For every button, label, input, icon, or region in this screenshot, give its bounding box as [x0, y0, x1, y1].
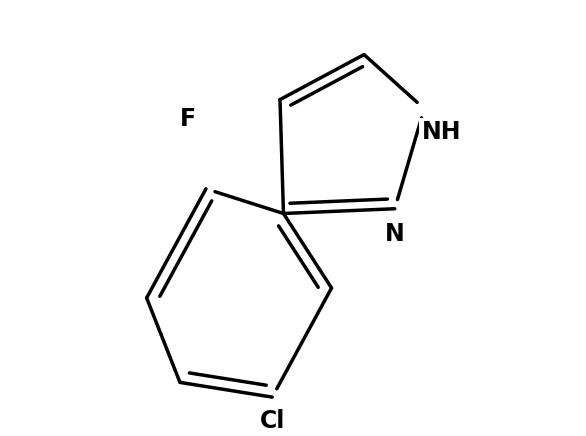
Text: Cl: Cl: [260, 409, 285, 433]
Text: F: F: [180, 107, 196, 131]
Text: NH: NH: [422, 120, 461, 144]
Text: N: N: [385, 222, 405, 246]
